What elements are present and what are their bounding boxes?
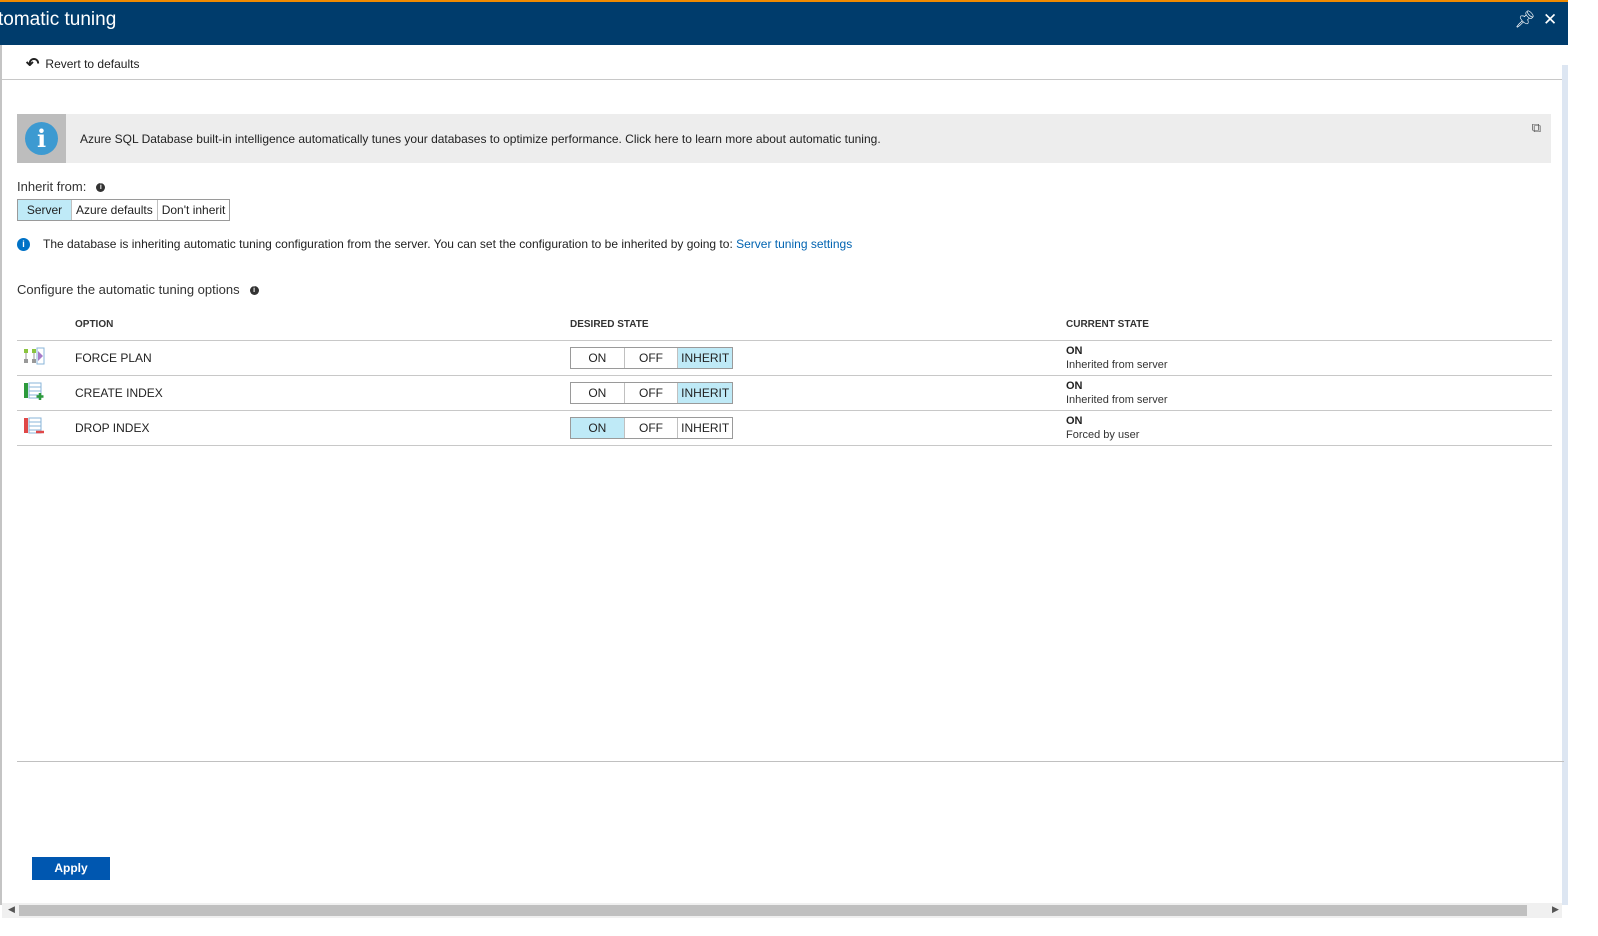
inherit-option-azure-defaults[interactable]: Azure defaults [72, 200, 158, 220]
force-plan-icon [24, 347, 45, 365]
info-icon[interactable]: i [96, 183, 106, 193]
footer-divider [17, 761, 1564, 762]
option-name: CREATE INDEX [75, 375, 570, 411]
info-icon: i [17, 237, 30, 251]
state-off[interactable]: OFF [625, 347, 679, 368]
close-icon[interactable]: ✕ [1543, 10, 1558, 29]
info-icon: i [25, 122, 58, 155]
section-title: Configure the automatic tuning options i [17, 282, 259, 297]
current-state: ON [1066, 344, 1083, 357]
blade-header: tomatic tuning 📌︎ ✕ [0, 0, 1568, 45]
external-link-icon[interactable]: ⧉ [1531, 120, 1541, 135]
state-inherit[interactable]: INHERIT [681, 420, 730, 435]
option-name: FORCE PLAN [75, 340, 570, 376]
apply-button[interactable]: Apply [32, 857, 110, 880]
pin-icon[interactable]: 📌︎ [1514, 10, 1536, 29]
undo-icon: ↶ [26, 56, 40, 73]
table-row: CREATE INDEX ON OFF INHERIT ON Inherited fr… [17, 375, 1552, 411]
column-header-current-state: CURRENT STATE [1066, 310, 1552, 341]
scroll-right-icon[interactable]: ▶ [1552, 904, 1559, 914]
info-banner-icon-box: i [17, 114, 66, 163]
inherit-from-label: Inherit from: i [17, 179, 106, 194]
revert-to-defaults-button[interactable]: ↶ Revert to defaults [26, 54, 139, 74]
left-border [0, 45, 2, 905]
horizontal-scrollbar[interactable]: ◀ ▶ [2, 903, 1562, 918]
info-icon[interactable]: i [249, 286, 259, 296]
desired-state-selector: ON OFF INHERIT [570, 346, 733, 369]
vertical-scrollbar[interactable] [1562, 65, 1568, 905]
revert-label: Revert to defaults [45, 57, 140, 71]
current-state-detail: Inherited from server [1066, 358, 1168, 371]
column-header-option: OPTION [75, 310, 570, 341]
tuning-options-table: OPTION DESIRED STATE CURRENT STATE FORCE… [17, 310, 1552, 446]
table-row: DROP INDEX ON OFF INHERIT ON Forced by user [17, 410, 1552, 446]
state-on[interactable]: ON [571, 382, 625, 403]
state-inherit[interactable]: INHERIT [678, 347, 732, 368]
state-inherit[interactable]: INHERIT [678, 382, 732, 403]
current-state: ON [1066, 379, 1083, 392]
scroll-left-icon[interactable]: ◀ [8, 904, 15, 914]
inheritance-note: i The database is inheriting automatic t… [17, 237, 852, 251]
inherit-from-selector: Server Azure defaults Don't inherit [17, 199, 231, 221]
toolbar: ↶ Revert to defaults [2, 45, 1562, 80]
banner-text[interactable]: Azure SQL Database built-in intelligence… [80, 132, 881, 146]
scrollbar-thumb[interactable] [19, 905, 1527, 916]
inherit-option-dont-inherit[interactable]: Don't inherit [161, 203, 226, 217]
create-index-icon [24, 382, 44, 400]
blade-title: tomatic tuning [0, 9, 117, 30]
current-state: ON [1066, 414, 1083, 427]
column-header-desired-state: DESIRED STATE [570, 310, 1066, 341]
state-on[interactable]: ON [571, 347, 625, 368]
drop-index-icon [24, 417, 44, 434]
info-banner[interactable]: i Azure SQL Database built-in intelligen… [17, 114, 1551, 163]
note-text: The database is inheriting automatic tun… [43, 237, 733, 251]
current-state-detail: Forced by user [1066, 428, 1140, 441]
state-on[interactable]: ON [571, 417, 625, 438]
desired-state-selector: ON OFF INHERIT [570, 416, 733, 439]
table-row: FORCE PLAN ON OFF INHERIT ON Inherited from… [17, 340, 1552, 376]
state-off[interactable]: OFF [625, 382, 679, 403]
inherit-option-server[interactable]: Server [18, 200, 72, 220]
current-state-detail: Inherited from server [1066, 393, 1168, 406]
state-off[interactable]: OFF [625, 417, 679, 438]
desired-state-selector: ON OFF INHERIT [570, 381, 733, 404]
server-tuning-settings-link[interactable]: Server tuning settings [736, 237, 853, 251]
option-name: DROP INDEX [75, 410, 570, 446]
